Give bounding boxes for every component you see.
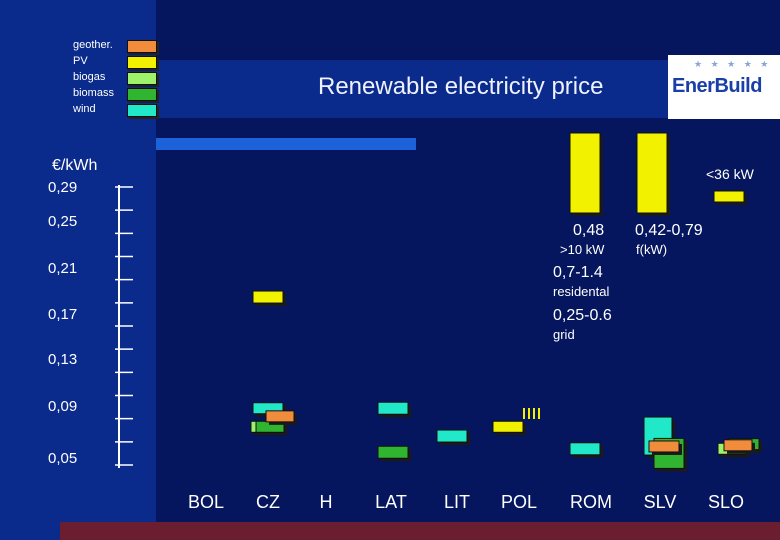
- legend-swatch-biomass: [127, 88, 157, 101]
- legend-label: PV: [73, 55, 88, 67]
- legend-item-wind: wind: [73, 102, 163, 118]
- x-category-label: CZ: [256, 492, 280, 512]
- legend-label: biomass: [73, 87, 114, 99]
- annotation-grid-range: 0,25-0.6: [553, 307, 612, 324]
- y-tick-label: 0,05: [48, 450, 78, 467]
- y-tick-label: 0,25: [48, 213, 78, 230]
- price-marker-geothermal-cz: [265, 410, 295, 423]
- annotation-residential-range: 0,7-1.4: [553, 264, 603, 281]
- title-band: [60, 60, 780, 118]
- logo-text: EnerBuild: [672, 75, 762, 97]
- price-marker-geothermal-slo: [723, 439, 753, 452]
- legend-label: geother.: [73, 39, 113, 51]
- y-tick-label: 0,13: [48, 351, 78, 368]
- legend-label: biogas: [73, 71, 106, 83]
- legend-label: wind: [73, 103, 96, 115]
- pv-marker-slo-high: [713, 190, 745, 203]
- price-marker-wind-lat: [377, 401, 409, 415]
- x-category-label: ROM: [570, 492, 612, 512]
- y-tick-label: 0,17: [48, 306, 78, 323]
- price-marker-wind-rom: [569, 442, 601, 456]
- legend-swatch-geothermal: [127, 40, 157, 53]
- annotation-pv-value-48: 0,48: [573, 222, 605, 239]
- legend-swatch-biogas: [127, 72, 157, 85]
- annotation-pv-capacity-10kw: >10 kW: [560, 242, 605, 257]
- legend-item-biogas: biogas: [73, 70, 163, 86]
- price-marker-biomass-lat: [377, 445, 409, 459]
- y-axis-unit-label: €/kWh: [52, 157, 98, 174]
- chart-title: Renewable electricity price: [318, 73, 604, 100]
- legend-swatch-wind: [127, 104, 157, 117]
- decorative-stripe: [156, 138, 416, 150]
- pv-stripe-pol: [538, 408, 540, 419]
- price-marker-pv-cz: [252, 290, 284, 304]
- price-marker-geothermal-slv: [648, 440, 680, 453]
- legend-item-geothermal: geother.: [73, 38, 163, 54]
- price-marker-wind-lit: [436, 429, 468, 443]
- x-category-label: POL: [500, 492, 538, 512]
- annotation-pv-function-kw: f(kW): [636, 242, 668, 257]
- pv-stripe-pol: [533, 408, 535, 419]
- enerbuild-logo: ★ ★ ★ ★ ★ EnerBuild: [668, 55, 780, 119]
- annotation-slo-pv-capacity: <36 kW: [706, 166, 754, 182]
- x-category-label: BOL: [187, 492, 225, 512]
- y-tick-label: 0,21: [48, 260, 78, 277]
- pv-offscale-marker-2: [636, 132, 668, 214]
- x-category-label: H: [319, 492, 333, 512]
- x-category-label: LAT: [375, 492, 407, 512]
- pv-stripe-pol: [528, 408, 530, 419]
- x-category-label: SLO: [707, 492, 745, 512]
- x-category-label: LIT: [443, 492, 471, 512]
- logo-stars-icon: ★ ★ ★ ★ ★: [694, 59, 772, 69]
- bottom-stripe: [60, 522, 780, 540]
- y-tick-label: 0,09: [48, 398, 78, 415]
- y-tick-label: 0,29: [48, 179, 78, 196]
- annotation-grid-label: grid: [553, 327, 575, 342]
- pv-offscale-marker-1: [569, 132, 601, 214]
- legend-item-pv: PV: [73, 54, 163, 70]
- pv-stripe-pol: [523, 408, 525, 419]
- legend-item-biomass: biomass: [73, 86, 163, 102]
- annotation-pv-range-042-079: 0,42-0,79: [635, 222, 703, 239]
- annotation-residential-label: residental: [553, 284, 610, 299]
- legend-swatch-pv: [127, 56, 157, 69]
- price-marker-pv-pol: [492, 420, 524, 433]
- x-category-label: SLV: [643, 492, 677, 512]
